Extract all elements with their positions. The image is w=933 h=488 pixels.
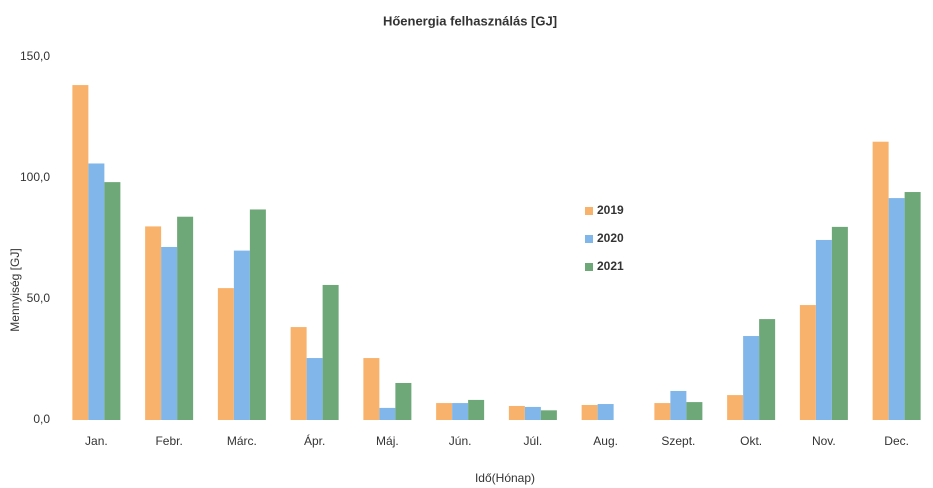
x-tick-label: Febr. bbox=[155, 434, 182, 448]
bar bbox=[217, 288, 234, 420]
bar bbox=[508, 405, 525, 420]
x-tick-label: Ápr. bbox=[304, 433, 325, 448]
x-tick-label: Júl. bbox=[524, 434, 543, 448]
x-tick-label: Jan. bbox=[85, 434, 108, 448]
x-tick-label: Máj. bbox=[376, 434, 399, 448]
bar bbox=[436, 403, 453, 420]
x-tick-label: Szept. bbox=[661, 434, 695, 448]
x-tick-label: Aug. bbox=[593, 434, 618, 448]
bar bbox=[540, 410, 557, 420]
bar bbox=[104, 182, 121, 420]
bar bbox=[452, 403, 469, 420]
bar bbox=[145, 226, 162, 420]
bar bbox=[743, 336, 760, 420]
bar bbox=[233, 250, 250, 420]
bar bbox=[597, 404, 614, 420]
x-tick-label: Dec. bbox=[884, 434, 909, 448]
bar bbox=[581, 404, 598, 420]
x-tick-label: Nov. bbox=[812, 434, 836, 448]
bar bbox=[799, 305, 816, 420]
legend-swatch bbox=[585, 207, 593, 215]
bar bbox=[670, 390, 687, 420]
y-tick-label: 0,0 bbox=[33, 412, 50, 426]
x-tick-label: Okt. bbox=[740, 434, 762, 448]
legend-label: 2020 bbox=[597, 231, 624, 245]
legend-swatch bbox=[585, 235, 593, 243]
bar bbox=[290, 327, 307, 420]
bar bbox=[888, 198, 905, 420]
bar bbox=[379, 407, 396, 420]
bar bbox=[363, 358, 380, 420]
legend-swatch bbox=[585, 263, 593, 271]
bar bbox=[177, 216, 194, 420]
y-tick-label: 100,0 bbox=[20, 170, 50, 184]
legend-label: 2019 bbox=[597, 203, 624, 217]
y-axis-label: Mennyiség [GJ] bbox=[8, 248, 22, 331]
bar bbox=[727, 395, 744, 420]
bar bbox=[322, 284, 339, 420]
bar bbox=[72, 85, 89, 421]
bar bbox=[654, 403, 671, 420]
chart-title: Hőenergia felhasználás [GJ] bbox=[383, 13, 557, 28]
bar bbox=[395, 382, 412, 420]
bar bbox=[759, 319, 776, 420]
bar bbox=[904, 192, 921, 420]
bar bbox=[524, 406, 541, 420]
bar bbox=[249, 209, 266, 420]
x-tick-label: Márc. bbox=[227, 434, 257, 448]
y-tick-label: 50,0 bbox=[27, 291, 51, 305]
bar bbox=[815, 239, 832, 420]
bar bbox=[306, 358, 323, 420]
bar bbox=[872, 141, 889, 420]
bar bbox=[686, 402, 703, 420]
x-tick-label: Jún. bbox=[449, 434, 472, 448]
x-axis-label: Idő(Hónap) bbox=[475, 471, 535, 485]
bar bbox=[161, 246, 178, 420]
y-tick-label: 150,0 bbox=[20, 49, 50, 63]
bar bbox=[88, 163, 105, 421]
bar bbox=[468, 399, 485, 420]
bar bbox=[831, 226, 848, 420]
legend-label: 2021 bbox=[597, 259, 624, 273]
